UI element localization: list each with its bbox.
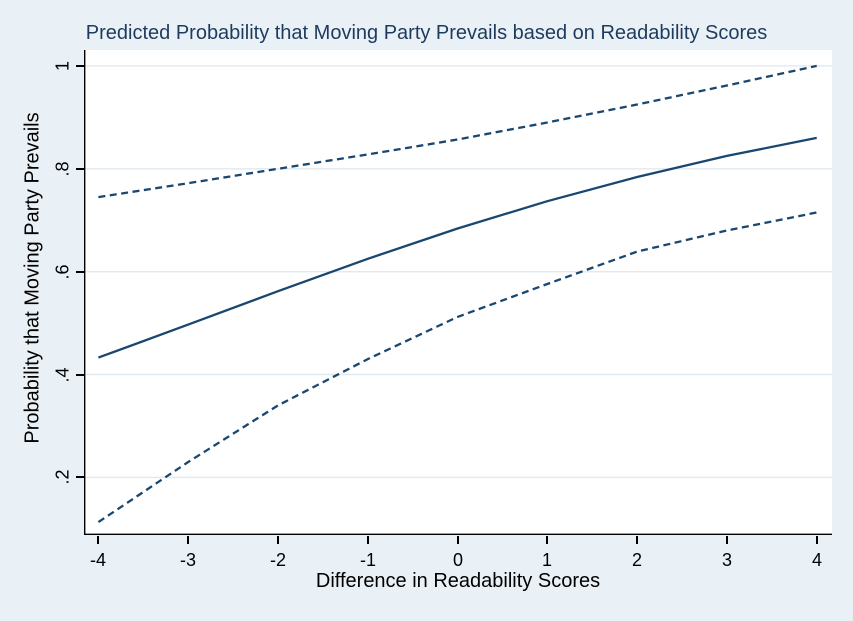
x-tick-label--4: -4 — [89, 550, 107, 570]
y-tick-label-.6: .6 — [52, 264, 73, 280]
x-tick-mark-1 — [546, 536, 548, 544]
x-tick-mark--1 — [367, 536, 369, 544]
y-tick-mark-.6 — [76, 271, 84, 273]
y-tick-label-.2: .2 — [52, 469, 73, 485]
predicted-probability-line — [98, 136, 817, 359]
x-tick-mark-0 — [457, 536, 459, 544]
y-tick-label-.8: .8 — [52, 161, 73, 177]
x-tick-mark-3 — [726, 536, 728, 544]
x-axis-title: Difference in Readability Scores — [315, 570, 601, 592]
x-tick-mark-2 — [636, 536, 638, 544]
y-tick-label-.4: .4 — [52, 367, 73, 383]
lower-confidence-bound-line — [97, 211, 817, 524]
plot-area — [84, 50, 832, 535]
x-tick-label-2: 2 — [631, 550, 643, 570]
x-tick-label-3: 3 — [721, 550, 733, 570]
y-tick-label-1: 1 — [52, 60, 73, 72]
y-tick-mark-.8 — [76, 168, 84, 170]
y-axis-title: Probability that Moving Party Prevails — [21, 112, 44, 444]
x-tick-label-4: 4 — [811, 550, 823, 570]
x-tick-label--3: -3 — [179, 550, 197, 570]
x-tick-mark--3 — [187, 536, 189, 544]
x-tick-mark-4 — [816, 536, 818, 544]
upper-confidence-bound-line — [98, 64, 817, 199]
y-tick-mark-.2 — [76, 476, 84, 478]
x-tick-label-1: 1 — [541, 550, 553, 570]
chart-title: Predicted Probability that Moving Party … — [85, 22, 768, 44]
y-tick-mark-.4 — [76, 374, 84, 376]
x-tick-mark--4 — [97, 536, 99, 544]
x-tick-label-0: 0 — [452, 550, 464, 570]
x-tick-label--2: -2 — [269, 550, 287, 570]
y-tick-mark-1 — [76, 65, 84, 67]
x-tick-mark--2 — [277, 536, 279, 544]
x-tick-label--1: -1 — [359, 550, 377, 570]
plot-svg — [84, 50, 832, 535]
